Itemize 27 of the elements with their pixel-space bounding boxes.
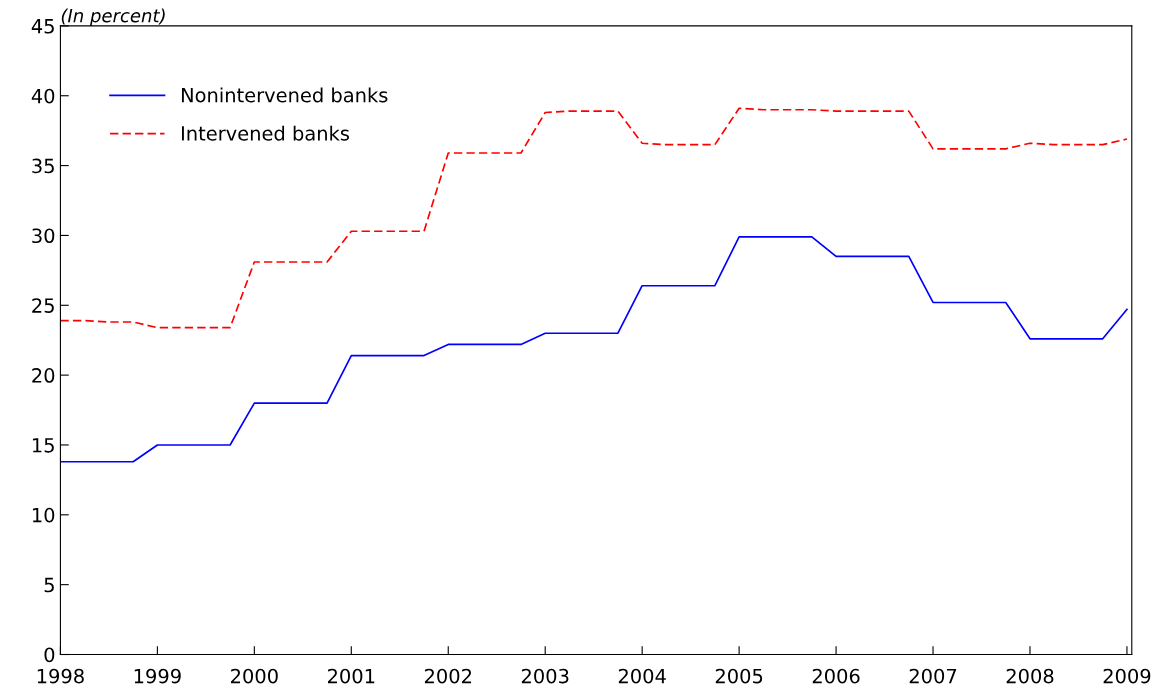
x-tick-label: 2005 (715, 668, 763, 684)
y-tick-label: 15 (32, 438, 54, 453)
y-tick-label: 5 (44, 577, 54, 593)
y-tick-label: 0 (44, 647, 55, 663)
x-tick-label: 1998 (37, 668, 84, 684)
y-tick-label: 10 (32, 507, 55, 523)
x-tick-label: 2004 (618, 668, 666, 684)
x-tick-label: 2001 (327, 668, 375, 684)
x-tick-label: 2008 (1006, 668, 1054, 684)
chart-title: (In percent) (61, 8, 165, 26)
y-tick-label: 20 (32, 368, 55, 383)
y-tick-label: 30 (32, 228, 55, 244)
x-tick-label: 2006 (812, 668, 860, 684)
y-tick-label: 45 (31, 19, 54, 34)
y-tick-label: 40 (31, 88, 55, 104)
x-tick-label: 2003 (521, 668, 569, 684)
x-tick-label: 1999 (134, 668, 181, 684)
x-tick-label: 2002 (424, 668, 472, 684)
y-tick-label: 25 (32, 298, 54, 313)
line-series (60, 235, 1128, 463)
y-tick-label: 35 (32, 158, 54, 174)
legend-label: Intervened banks (181, 125, 350, 141)
x-tick-label: 2000 (231, 668, 278, 684)
x-tick-label: 2007 (909, 668, 957, 684)
line-series (60, 107, 1128, 329)
legend-label: Nonintervened banks (181, 87, 388, 103)
x-tick-label: 2009 (1103, 668, 1151, 684)
